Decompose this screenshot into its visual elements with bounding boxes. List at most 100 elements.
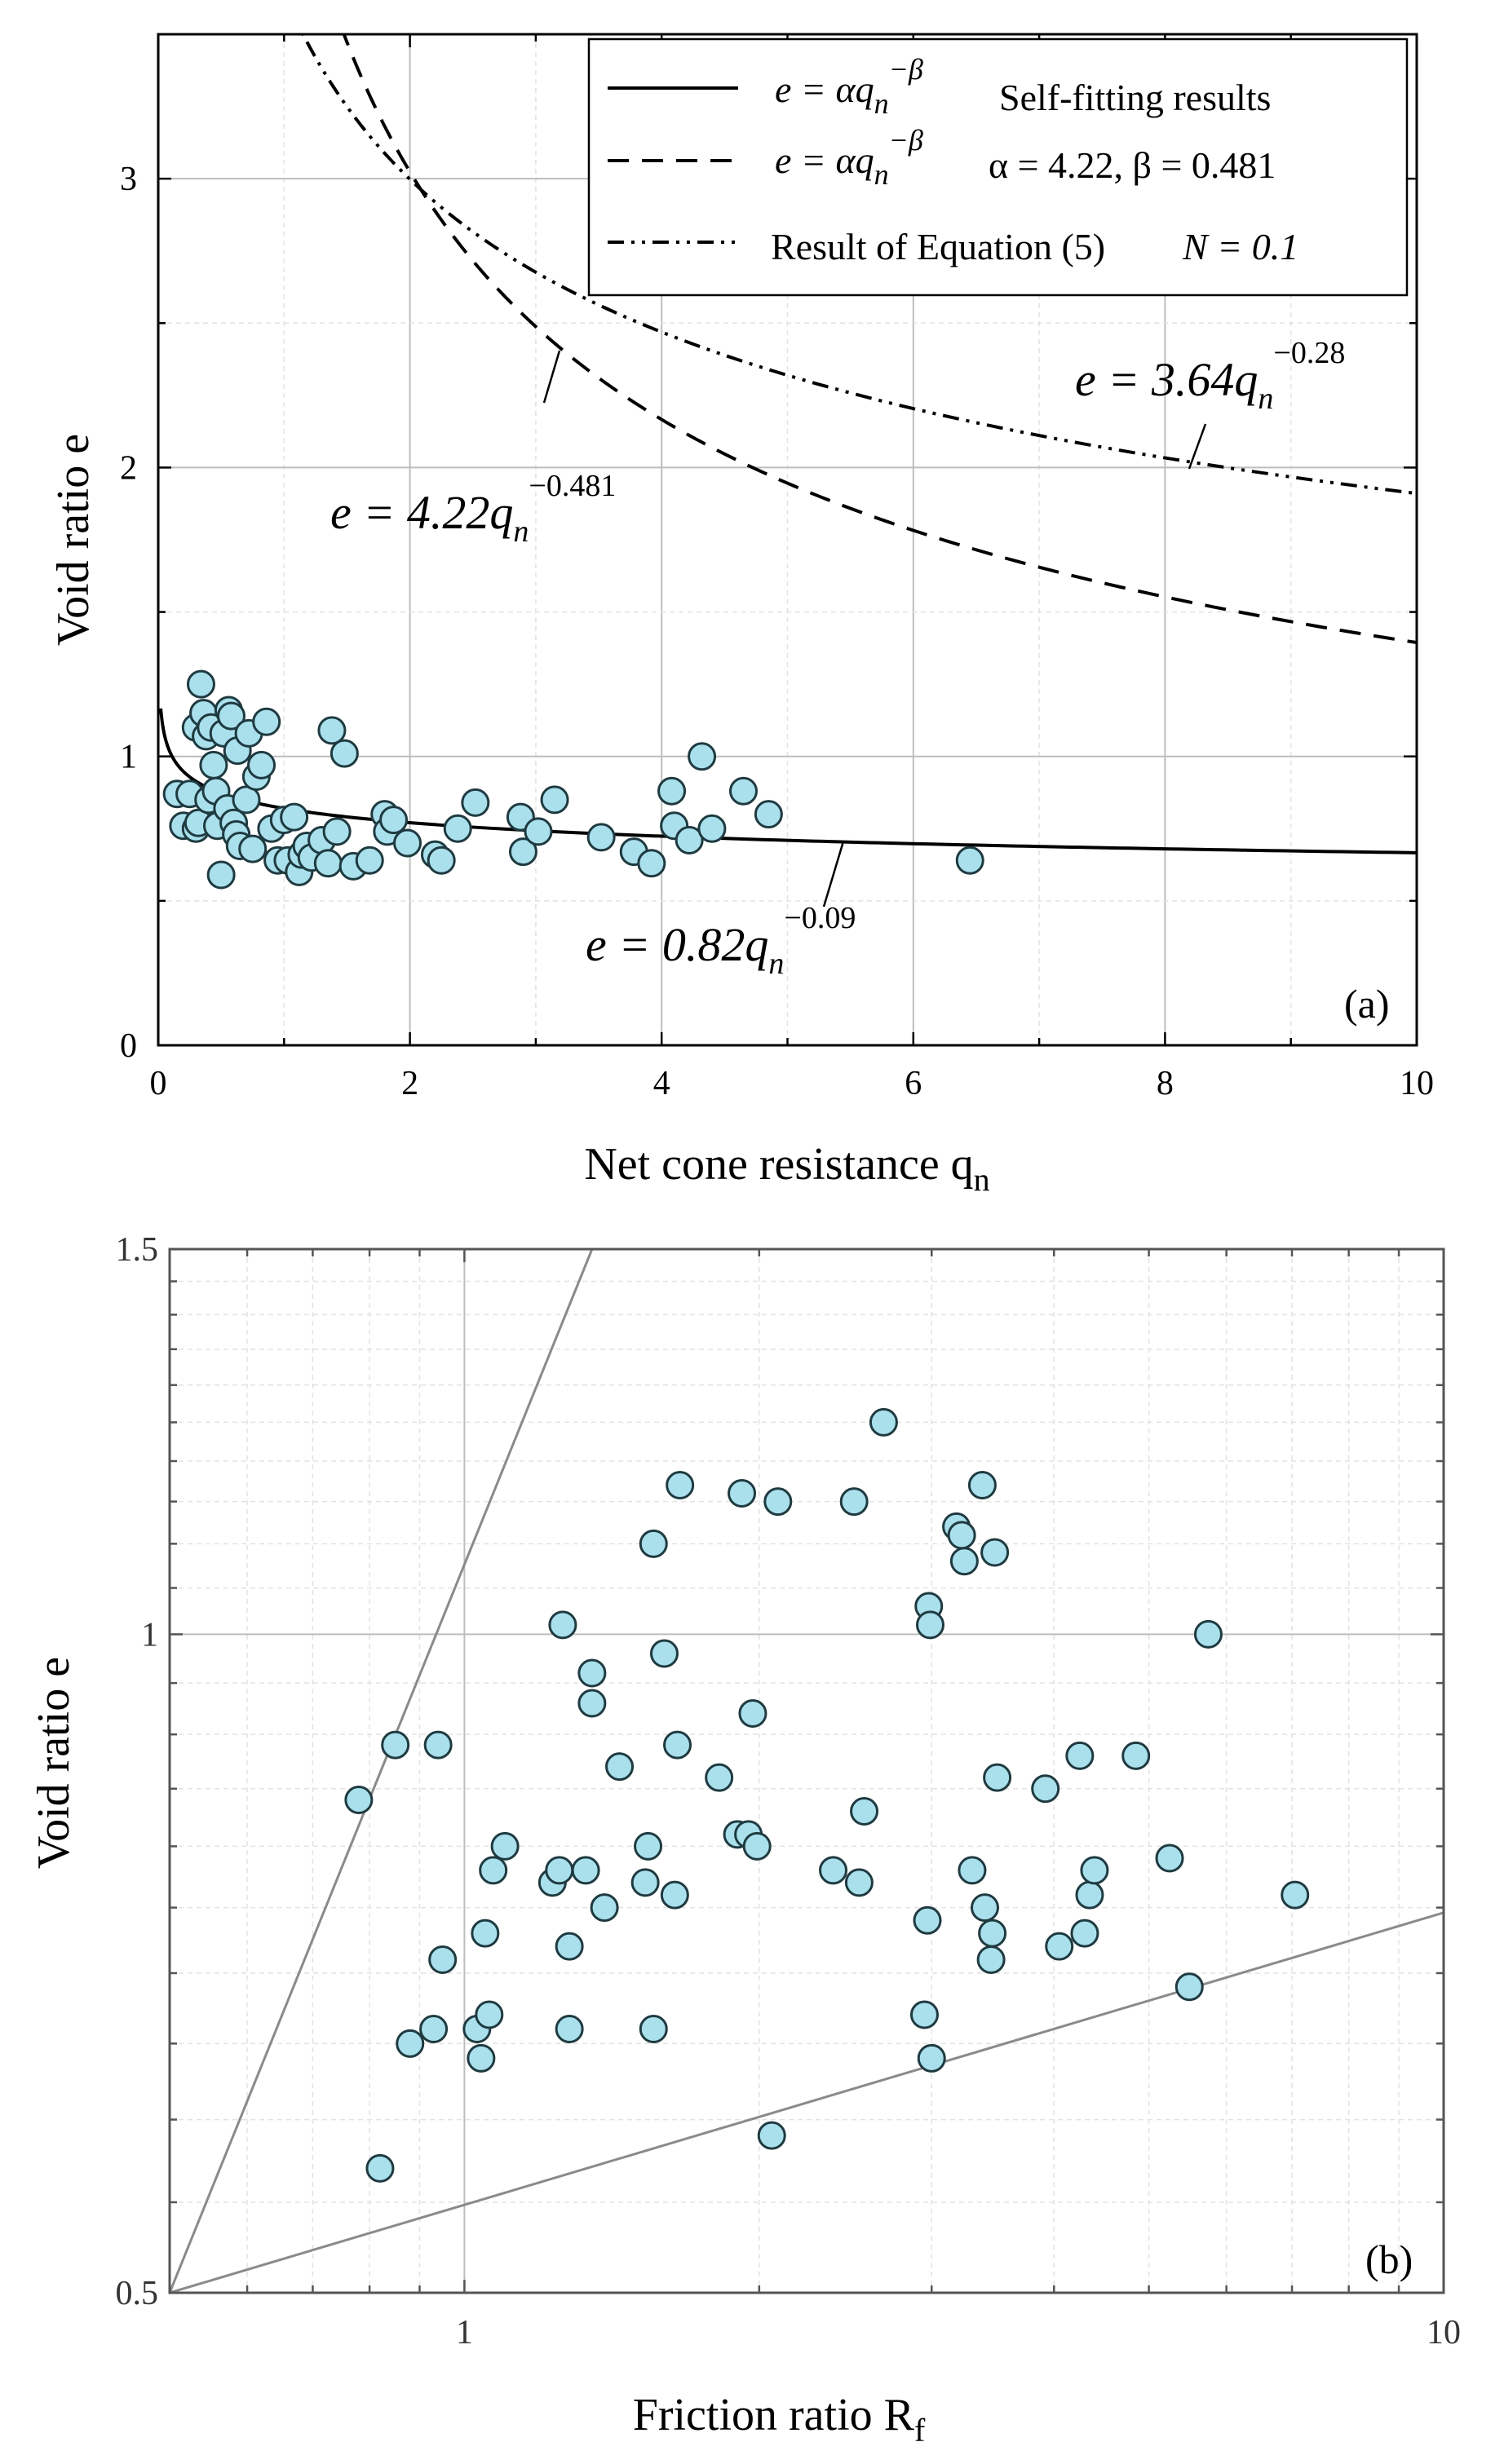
y-tick-label: 1.5 xyxy=(116,1231,159,1269)
data-point xyxy=(634,1831,663,1861)
data-point xyxy=(913,1905,942,1935)
data-point xyxy=(1080,1856,1109,1885)
legend-note-1: Self-fitting results xyxy=(999,77,1271,118)
data-point xyxy=(280,802,309,832)
data-point xyxy=(819,1856,848,1885)
data-point xyxy=(199,750,228,779)
x-tick-label: 8 xyxy=(1157,1065,1174,1102)
data-point xyxy=(577,1689,607,1718)
panel-a-points xyxy=(162,669,984,890)
panel-b-x-title: Friction ratio Rf xyxy=(633,2390,926,2449)
annotation-solid: e = 0.82qn−0.09 xyxy=(586,901,856,981)
data-point xyxy=(763,1487,793,1517)
data-point xyxy=(1065,1741,1095,1770)
data-point xyxy=(639,1529,668,1558)
y-tick-label: 1 xyxy=(120,739,137,776)
annotation-dashdot: e = 3.64qn−0.28 xyxy=(1075,336,1345,416)
data-point xyxy=(555,1932,584,1961)
data-point xyxy=(850,1797,879,1826)
panel-a-legend: e = αqn−β Self-fitting results e = αqn−β… xyxy=(587,38,1409,297)
data-point xyxy=(1031,1774,1060,1804)
legend-eq-1: e = αqn−β xyxy=(775,53,923,120)
curve-dashed xyxy=(342,34,1417,645)
data-point xyxy=(419,2015,449,2044)
data-point xyxy=(976,1945,1006,1974)
data-point xyxy=(471,1919,500,1948)
y-tick-label: 2 xyxy=(120,449,137,487)
x-tick-label: 10 xyxy=(1400,1065,1434,1102)
leader-dashed xyxy=(542,350,561,404)
data-point xyxy=(675,825,704,854)
y-tick-label: 1 xyxy=(141,1616,158,1654)
panel-b-points xyxy=(344,1407,1310,2183)
x-tick-label: 2 xyxy=(401,1065,418,1102)
data-point xyxy=(238,834,268,863)
data-point xyxy=(1174,1972,1204,2002)
data-point xyxy=(330,739,359,768)
data-point xyxy=(869,1407,898,1437)
data-point xyxy=(590,1893,619,1923)
data-point xyxy=(688,742,717,771)
data-point xyxy=(443,814,472,843)
data-point xyxy=(649,1639,679,1668)
bound-line xyxy=(170,1249,594,2293)
data-point xyxy=(947,1521,976,1550)
data-point xyxy=(605,1752,635,1782)
data-point xyxy=(540,785,569,815)
data-point xyxy=(427,846,456,875)
panel-a-y-title: Void ratio e xyxy=(48,434,99,646)
data-point xyxy=(742,1831,772,1861)
leader-dashdot xyxy=(1188,423,1207,470)
leader-solid xyxy=(822,841,845,907)
data-point xyxy=(1070,1919,1099,1948)
data-point xyxy=(317,716,347,745)
legend-note-2: α = 4.22, β = 0.481 xyxy=(989,144,1276,186)
data-point xyxy=(467,2043,496,2073)
data-point xyxy=(252,707,281,736)
data-point xyxy=(697,814,727,843)
data-point xyxy=(206,860,236,890)
panel-b: 1 10 0.5 1 1.5 (b) Friction ratio Rf Void ra… xyxy=(29,1231,1461,2449)
data-point xyxy=(1155,1844,1184,1873)
y-tick-label: 3 xyxy=(120,161,137,198)
data-point xyxy=(461,788,490,817)
data-point xyxy=(978,1919,1007,1948)
data-point xyxy=(909,2000,939,2029)
data-point xyxy=(757,2121,786,2150)
data-point xyxy=(396,2029,425,2058)
data-point xyxy=(216,701,246,731)
data-point xyxy=(1281,1880,1310,1910)
data-point xyxy=(958,1856,987,1885)
panel-a-x-title: Net cone resistance qn xyxy=(584,1139,989,1198)
data-point xyxy=(983,1763,1012,1792)
data-point xyxy=(423,1730,453,1760)
data-point xyxy=(545,1856,574,1885)
data-point xyxy=(1193,1619,1223,1649)
data-point xyxy=(479,1856,508,1885)
data-point xyxy=(428,1945,458,1974)
data-point xyxy=(1075,1880,1104,1910)
panel-b-label: (b) xyxy=(1365,2237,1413,2282)
data-point xyxy=(915,1610,944,1640)
data-point xyxy=(379,806,409,835)
x-tick-label: 6 xyxy=(905,1065,922,1102)
data-point xyxy=(555,2015,584,2044)
data-point xyxy=(705,1763,734,1792)
data-point xyxy=(393,828,422,858)
legend-text-3: Result of Equation (5) xyxy=(771,226,1105,267)
panel-a-label: (a) xyxy=(1344,981,1390,1027)
data-point xyxy=(666,1470,695,1499)
data-point xyxy=(657,776,687,806)
legend-note-3: N = 0.1 xyxy=(1182,226,1298,267)
panel-b-ticks: 1 10 0.5 1 1.5 xyxy=(116,1231,1462,2351)
data-point xyxy=(967,1470,997,1499)
curve-dash-dot-dot xyxy=(301,34,1417,496)
data-point xyxy=(949,1547,979,1576)
y-tick-label: 0 xyxy=(120,1027,137,1065)
data-point xyxy=(839,1487,869,1517)
x-tick-label: 1 xyxy=(456,2314,473,2351)
data-point xyxy=(365,2153,395,2183)
panel-b-grid xyxy=(170,1249,1444,2293)
data-point xyxy=(475,2000,504,2029)
